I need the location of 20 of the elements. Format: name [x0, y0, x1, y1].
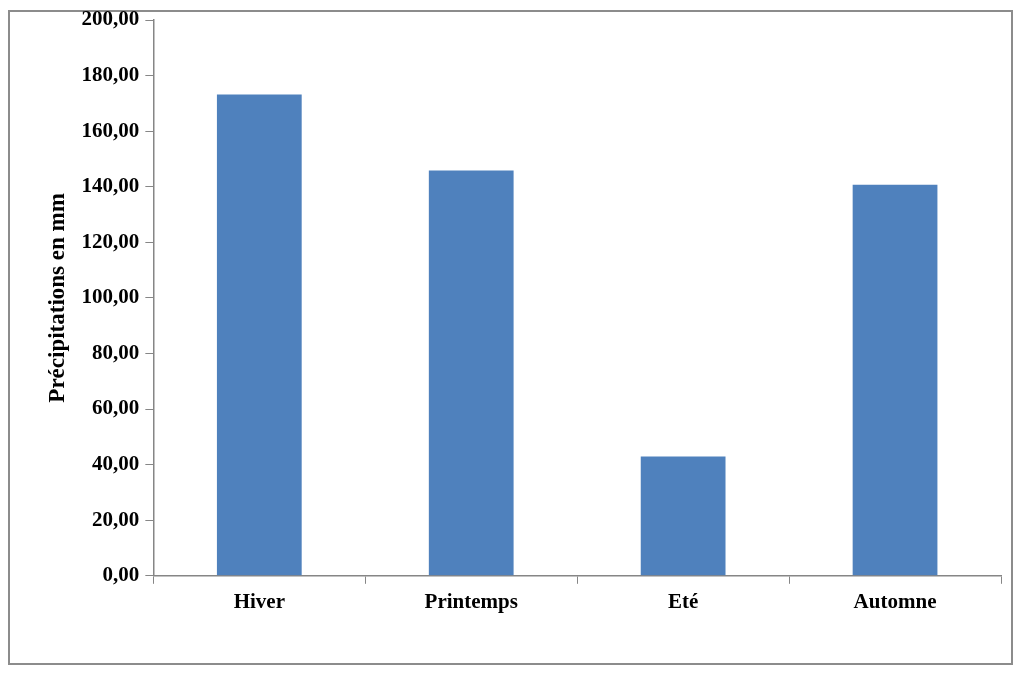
- y-tick-label: 100,00: [81, 284, 140, 309]
- bar: [640, 456, 726, 576]
- y-tick-label: 20,00: [92, 506, 140, 531]
- y-tick-label: 120,00: [81, 228, 140, 253]
- bar: [428, 170, 514, 576]
- y-axis-title: Précipitations en mm: [43, 193, 69, 403]
- bar: [852, 184, 938, 576]
- y-tick-label: 40,00: [92, 451, 140, 476]
- y-tick-label: 60,00: [92, 395, 140, 420]
- bar: [216, 94, 302, 576]
- x-tick-label: Hiver: [233, 588, 285, 613]
- y-tick-label: 0,00: [102, 562, 140, 587]
- x-tick-label: Printemps: [424, 588, 518, 613]
- x-tick-label: Eté: [667, 588, 699, 613]
- y-tick-label: 160,00: [81, 117, 140, 142]
- y-tick-label: 80,00: [92, 339, 140, 364]
- x-tick-label: Automne: [853, 588, 937, 613]
- y-tick-label: 140,00: [81, 173, 140, 198]
- y-tick-label: 200,00: [81, 6, 140, 31]
- y-tick-label: 180,00: [81, 62, 140, 86]
